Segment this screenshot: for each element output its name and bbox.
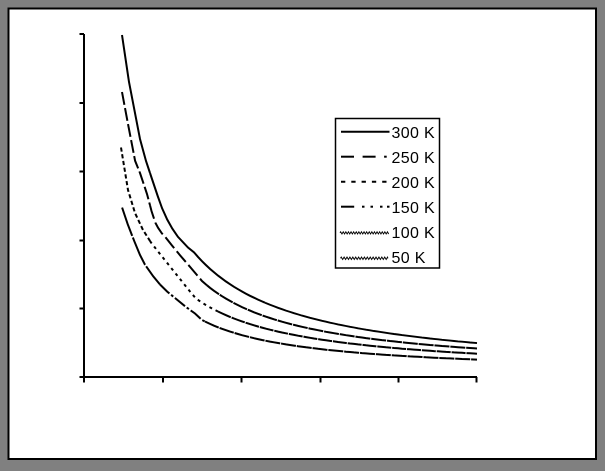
svg-text:150 K: 150 K — [392, 200, 436, 217]
svg-text:250 K: 250 K — [392, 150, 436, 167]
svg-text:200 K: 200 K — [392, 175, 436, 192]
svg-text:100 K: 100 K — [392, 225, 436, 242]
svg-text:300 K: 300 K — [392, 125, 436, 142]
svg-text:50 K: 50 K — [392, 250, 426, 267]
